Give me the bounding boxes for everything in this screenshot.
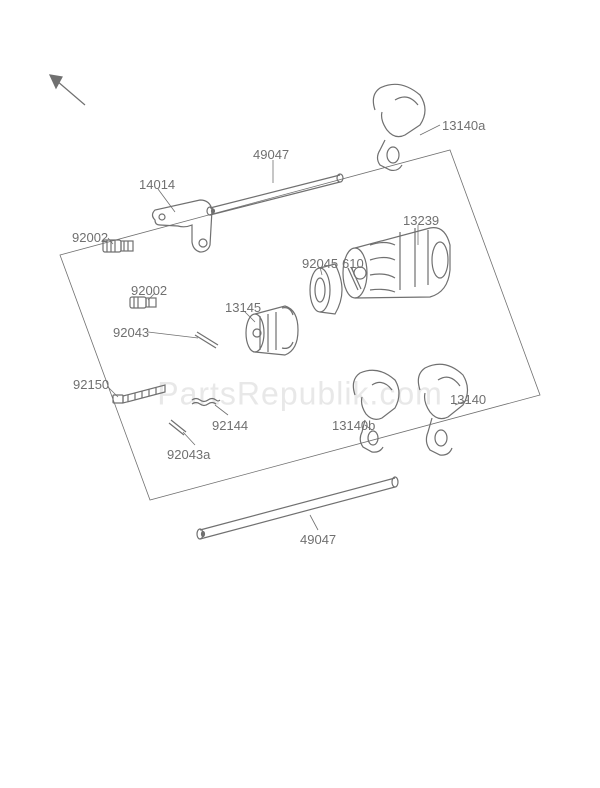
parts-diagram: PartsRepublik.com [0,0,600,788]
part-bolt-bottom [130,297,156,308]
label-49047-top: 49047 [253,147,289,162]
part-plate [153,200,213,252]
label-13239: 13239 [403,213,439,228]
part-bolt-92150 [113,385,165,403]
label-49047-bot: 49047 [300,532,336,547]
label-92043a: 92043a [167,447,210,462]
label-92002-top: 92002 [72,230,108,245]
part-shift-fork-13140 [418,364,467,455]
label-92045: 92045 [302,256,338,271]
part-bearing [310,264,342,314]
label-92150: 92150 [73,377,109,392]
label-13145: 13145 [225,300,261,315]
label-92043: 92043 [113,325,149,340]
part-spring [192,399,220,406]
label-13140a: 13140a [442,118,485,133]
label-13140: 13140 [450,392,486,407]
label-610: 610 [342,256,364,271]
part-pin-92043 [195,332,218,348]
part-rod-top [207,174,343,215]
part-shift-fork-13140b [353,370,399,452]
label-92144: 92144 [212,418,248,433]
part-shift-fork-top [373,84,425,170]
diagram-svg [0,0,600,788]
label-14014: 14014 [139,177,175,192]
label-92002-bot: 92002 [131,283,167,298]
label-13140b: 13140b [332,418,375,433]
part-rod-bottom [197,477,398,539]
direction-arrow-icon [50,75,85,105]
